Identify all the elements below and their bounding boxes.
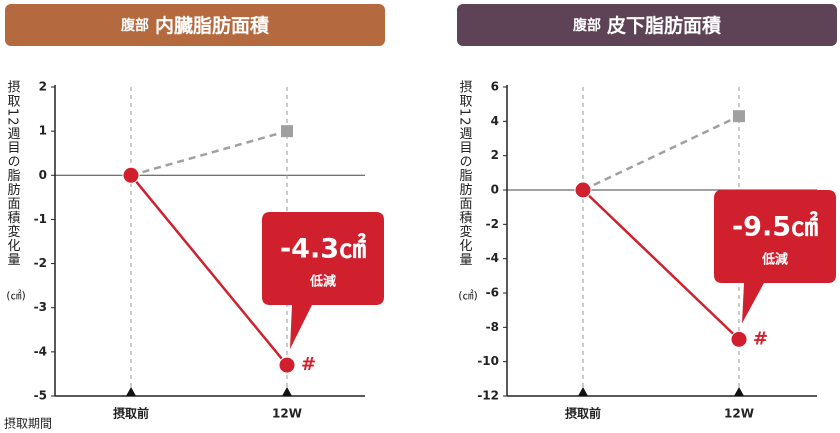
y-tick-label: -2 (486, 217, 499, 231)
callout-box (714, 190, 836, 324)
y-tick-label: -8 (486, 320, 499, 334)
y-tick-label: -4 (34, 344, 47, 358)
y-axis-label: 摂取12週目の脂肪面積変化量 (457, 79, 473, 266)
significance-mark: # (301, 354, 316, 375)
y-tick-label: 6 (491, 80, 499, 94)
header-main: 皮下脂肪面積 (607, 14, 721, 37)
y-tick-label: -4 (486, 251, 499, 265)
x-tick-label: 12W (272, 407, 302, 421)
y-tick-label: -6 (486, 286, 499, 300)
callout-box (262, 212, 384, 350)
y-tick-label: -5 (34, 389, 47, 403)
callout-text: 低減 (761, 252, 788, 268)
data-point (730, 330, 748, 348)
x-tick-label: 12W (724, 407, 754, 421)
data-point (281, 125, 293, 138)
series-line (582, 115, 740, 192)
y-tick-label: -3 (34, 300, 47, 314)
y-tick-label: 2 (39, 80, 47, 94)
callout-value: -9.5㎠ (732, 211, 818, 243)
series-line (582, 189, 740, 341)
y-tick-label: -1 (34, 212, 47, 226)
y-axis-label: 摂取12週目の脂肪面積変化量 (5, 79, 21, 266)
data-point (278, 356, 296, 374)
y-tick-label: 1 (39, 124, 47, 138)
y-axis-unit: (㎠) (6, 289, 26, 302)
header-title: 腹部 内臓脂肪面積 (121, 14, 269, 37)
header-prefix: 腹部 (573, 17, 601, 34)
header-box (457, 4, 837, 46)
series-line (130, 129, 288, 177)
category-marker (578, 387, 588, 396)
x-tick-label: 摂取前 (565, 406, 601, 421)
y-tick-label: -2 (34, 256, 47, 270)
y-tick-label: 0 (39, 168, 47, 182)
header-box (5, 4, 385, 46)
data-point (574, 181, 592, 199)
header-prefix: 腹部 (121, 17, 149, 34)
y-tick-label: 0 (491, 183, 499, 197)
y-axis-unit: (㎠) (458, 289, 478, 302)
significance-mark: # (753, 328, 768, 349)
y-tick-label: -12 (477, 389, 499, 403)
y-tick-label: -10 (477, 354, 499, 368)
y-tick-label: 4 (491, 114, 499, 128)
category-marker (734, 387, 744, 396)
header-title: 腹部 皮下脂肪面積 (573, 14, 721, 37)
y-tick-label: 2 (491, 148, 499, 162)
series-line (130, 174, 288, 366)
header-main: 内臓脂肪面積 (155, 14, 269, 37)
category-marker (126, 387, 136, 396)
category-marker (282, 387, 292, 396)
data-point (122, 166, 140, 184)
data-point (733, 110, 745, 123)
callout-text: 低減 (309, 274, 336, 290)
callout-value: -4.3㎠ (280, 233, 366, 265)
x-tick-label: 摂取前 (113, 406, 149, 421)
x-axis-label: 摂取期間 (4, 416, 52, 431)
